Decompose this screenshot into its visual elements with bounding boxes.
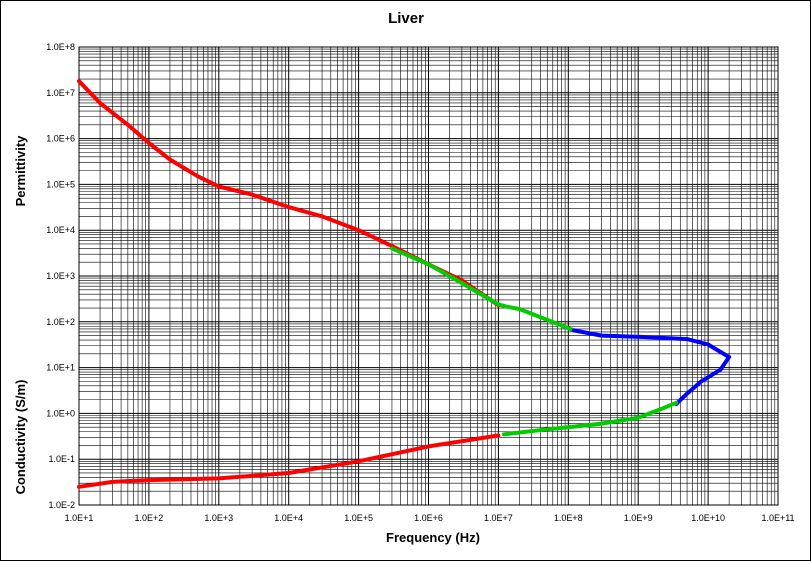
x-tick-label: 1.0E+2 (135, 513, 164, 523)
series-line-4 (501, 400, 679, 437)
series-line-3 (571, 328, 732, 407)
x-tick-label: 1.0E+9 (624, 513, 653, 523)
y-tick-label: 1.0E-1 (48, 454, 75, 464)
x-tick-label: 1.0E+4 (274, 513, 303, 523)
x-tick-label: 1.0E+6 (414, 513, 443, 523)
x-tick-labels: 1.0E+1 1.0E+2 1.0E+3 1.0E+4 1.0E+5 1.0E+6 1.0E… (65, 513, 795, 523)
series-line-5 (77, 433, 501, 489)
y-tick-label: 1.0E+5 (46, 179, 75, 189)
y-tick-label: 1.0E+3 (46, 271, 75, 281)
chart-title: Liver (388, 10, 424, 27)
y-tick-label: 1.0E+6 (46, 134, 75, 144)
y-axis-title-permittivity: Permittivity (13, 135, 28, 207)
x-tick-label: 1.0E+1 (65, 513, 94, 523)
y-tick-label: 1.0E+4 (46, 225, 75, 235)
y-tick-label: 1.0E+0 (46, 408, 75, 418)
plot-grid (78, 47, 778, 506)
x-tick-label: 1.0E+8 (554, 513, 583, 523)
y-axis-title-conductivity: Conductivity (S/m) (13, 380, 28, 495)
x-tick-label: 1.0E+10 (691, 513, 725, 523)
y-tick-label: 1.0E+1 (46, 363, 75, 373)
series-layer (77, 79, 732, 489)
x-tick-label: 1.0E+3 (204, 513, 233, 523)
x-tick-label: 1.0E+11 (761, 513, 794, 523)
x-axis-title: Frequency (Hz) (386, 530, 480, 545)
y-tick-label: 1.0E+2 (46, 317, 75, 327)
plot-area-border (78, 46, 779, 506)
y-tick-label: 1.0E+7 (46, 88, 75, 98)
x-tick-label: 1.0E+5 (344, 513, 373, 523)
x-tick-label: 1.0E+7 (484, 513, 513, 523)
series-line-2 (390, 246, 576, 333)
y-tick-label: 1.0E-2 (48, 500, 75, 510)
y-tick-label: 1.0E+8 (46, 42, 75, 52)
y-tick-labels: 1.0E-2 1.0E-1 1.0E+0 1.0E+1 1.0E+2 1.0E+3 1.0E… (46, 42, 75, 510)
